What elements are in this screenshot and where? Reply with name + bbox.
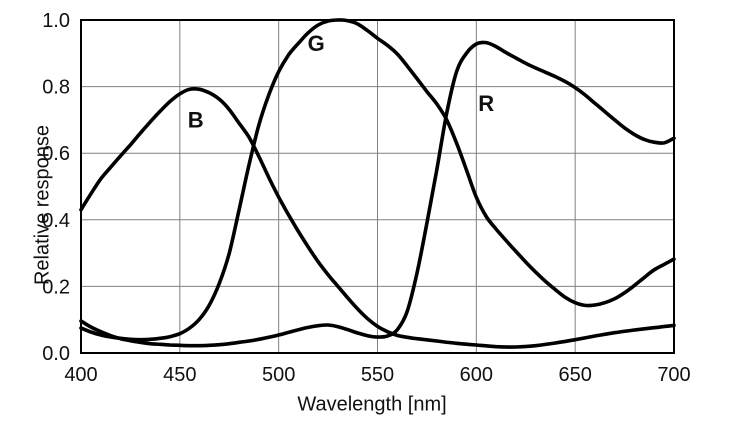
plot-border [80, 19, 675, 354]
curve-label-B: B [188, 108, 204, 133]
y-tick-label-0.8: 0.8 [42, 77, 70, 99]
y-tick-label-0.6: 0.6 [42, 143, 70, 165]
x-tick-label-550: 550 [361, 364, 394, 386]
curve-R [79, 40, 676, 348]
x-tick-label-450: 450 [163, 364, 196, 386]
x-tick-label-600: 600 [460, 364, 493, 386]
y-tick-label-1.0: 1.0 [42, 10, 70, 32]
y-tick-label-0.0: 0.0 [42, 343, 70, 365]
x-tick-label-650: 650 [558, 364, 591, 386]
x-tick-label-400: 400 [64, 364, 97, 386]
x-tick-label-700: 700 [657, 364, 690, 386]
curve-label-R: R [478, 91, 494, 116]
x-axis-title: Wavelength [nm] [297, 393, 447, 416]
y-tick-label-0.4: 0.4 [42, 210, 70, 232]
curve-B [79, 86, 676, 349]
y-tick-label-0.2: 0.2 [42, 276, 70, 298]
curve-label-G: G [308, 31, 325, 56]
x-tick-label-500: 500 [262, 364, 295, 386]
curve-G [79, 18, 676, 342]
